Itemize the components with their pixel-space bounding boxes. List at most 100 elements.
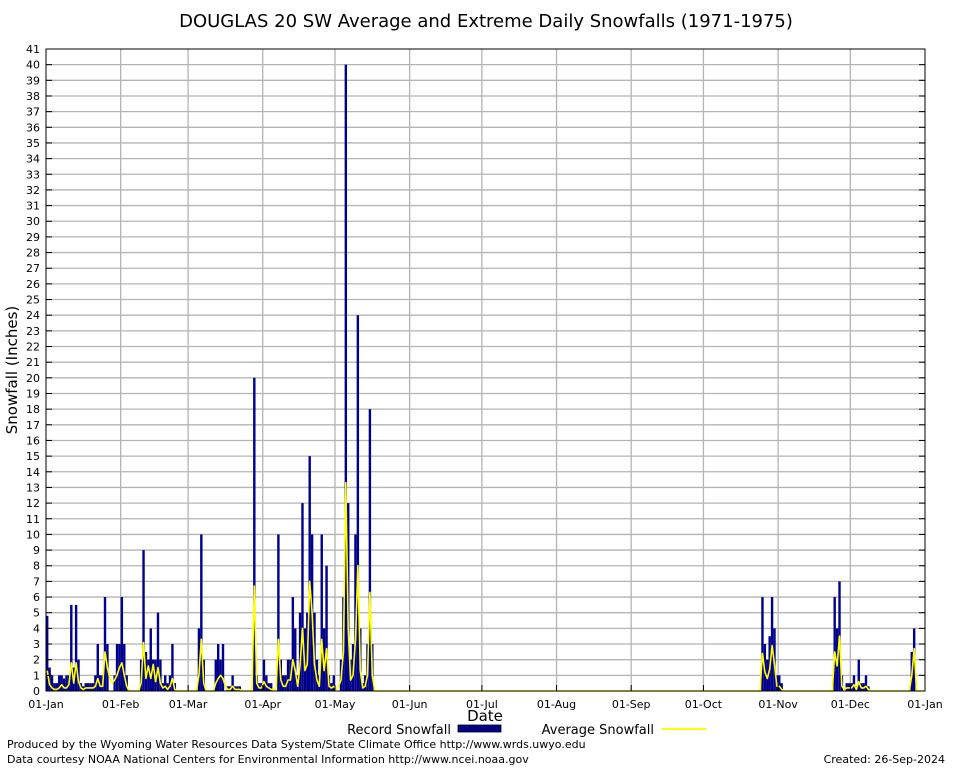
y-tick-label: 2: [33, 654, 40, 667]
record-bar: [253, 377, 256, 691]
x-tick-label: 01-Mar: [169, 698, 208, 711]
record-bar: [864, 675, 868, 691]
y-axis-label: Snowfall (Inches): [3, 306, 21, 434]
record-bar: [780, 683, 783, 691]
record-bar: [770, 597, 774, 691]
record-bar: [86, 683, 90, 691]
y-tick-label: 20: [26, 372, 40, 385]
legend-record-label: Record Snowfall: [347, 723, 451, 738]
record-bar: [325, 565, 328, 691]
y-tick-label: 28: [26, 247, 40, 260]
record-bar: [221, 644, 225, 691]
y-tick-label: 10: [26, 528, 40, 541]
record-bar: [48, 667, 51, 691]
y-tick-label: 6: [33, 591, 40, 604]
y-tick-label: 0: [33, 685, 40, 698]
y-tick-label: 5: [33, 607, 40, 620]
y-tick-label: 16: [26, 434, 40, 447]
y-tick-label: 13: [26, 481, 40, 494]
record-bar: [265, 675, 268, 691]
record-bar: [766, 659, 769, 691]
x-tick-label: 01-Feb: [102, 698, 139, 711]
record-bar: [852, 675, 856, 691]
y-tick-label: 3: [33, 638, 40, 651]
record-bar: [277, 534, 280, 691]
x-axis-ticks: 01-Jan 01-Feb 01-Mar 01-Apr 01-May 01-Jun 01-J…: [28, 685, 943, 711]
record-bar: [154, 659, 157, 691]
record-bar: [62, 678, 66, 691]
record-bar: [84, 683, 87, 691]
legend-record-swatch: [457, 724, 502, 733]
legend: Record Snowfall Average Snowfall: [347, 723, 706, 738]
x-tick-label: 01-Jan: [28, 698, 64, 711]
record-bar: [354, 534, 357, 691]
x-tick-label: 01-Jul: [466, 698, 498, 711]
y-tick-label: 26: [26, 278, 40, 291]
record-bar: [55, 683, 59, 691]
record-bar: [216, 644, 220, 691]
record-bar: [308, 456, 311, 691]
y-tick-label: 4: [33, 622, 40, 635]
average-line-layer: [46, 481, 924, 692]
y-tick-label: 18: [26, 403, 40, 416]
y-tick-label: 41: [26, 43, 40, 56]
y-tick-label: 38: [26, 90, 40, 103]
y-tick-label: 37: [26, 106, 40, 119]
record-bar: [94, 675, 97, 691]
record-bar: [301, 503, 304, 691]
record-bar: [262, 659, 266, 691]
record-bar: [778, 675, 781, 691]
x-tick-label: 01-May: [315, 698, 356, 711]
record-bar: [74, 604, 78, 691]
y-tick-label: 27: [26, 262, 40, 275]
record-bar: [847, 683, 851, 691]
record-bar: [200, 534, 203, 691]
record-bar: [320, 534, 323, 691]
record-bar: [171, 644, 174, 691]
legend-average-label: Average Snowfall: [542, 723, 654, 738]
record-bar: [294, 628, 297, 691]
y-tick-label: 8: [33, 560, 40, 573]
y-tick-label: 17: [26, 419, 40, 432]
average-snowfall-line: [46, 481, 924, 692]
x-tick-label: 01-Sep: [612, 698, 651, 711]
record-bar: [332, 675, 335, 691]
record-bar: [845, 683, 848, 691]
record-bar: [77, 659, 80, 691]
record-bar: [147, 659, 150, 691]
record-bar: [53, 683, 56, 691]
chart-grid: [46, 49, 925, 691]
y-tick-label: 19: [26, 387, 40, 400]
y-tick-label: 21: [26, 356, 40, 369]
x-tick-label: 01-Aug: [537, 698, 576, 711]
record-bar: [833, 597, 836, 691]
record-bar: [368, 409, 372, 691]
record-bar: [231, 675, 234, 691]
y-tick-label: 33: [26, 168, 40, 181]
record-bar: [60, 675, 63, 691]
y-tick-label: 7: [33, 575, 40, 588]
record-bar: [142, 550, 145, 691]
y-tick-label: 31: [26, 200, 40, 213]
y-tick-label: 32: [26, 184, 40, 197]
y-tick-label: 40: [26, 59, 40, 72]
x-tick-label: 01-Apr: [244, 698, 281, 711]
record-bar: [269, 683, 273, 691]
record-bar: [214, 659, 217, 691]
record-bar: [98, 675, 102, 691]
x-axis-label: Date: [467, 707, 503, 725]
record-bar: [344, 64, 348, 691]
y-tick-label: 22: [26, 341, 40, 354]
record-bar: [113, 675, 116, 691]
plot-frame: [45, 48, 926, 692]
y-tick-label: 1: [33, 669, 40, 682]
y-axis-ticks: 0123456789101112131415161718192021222324…: [26, 43, 925, 698]
x-tick-label: 01-Jan: [907, 698, 943, 711]
y-tick-label: 14: [26, 466, 40, 479]
record-bar: [322, 628, 326, 691]
record-bar: [89, 683, 92, 691]
record-bar: [298, 612, 302, 691]
record-bar: [151, 659, 155, 691]
y-tick-label: 11: [26, 513, 40, 526]
